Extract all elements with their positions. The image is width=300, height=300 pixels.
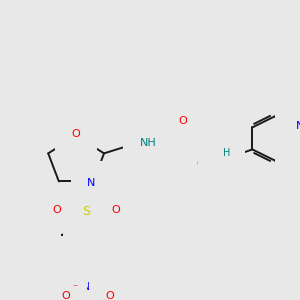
Text: ⁻: ⁻ [73,284,78,293]
Text: N: N [296,121,300,131]
Text: N: N [82,282,90,292]
Text: O: O [196,159,205,169]
Text: N: N [87,178,96,188]
Text: +: + [89,278,96,287]
Text: O: O [52,205,61,215]
Text: O: O [61,291,70,300]
Text: O: O [72,129,80,140]
Text: N: N [214,143,223,153]
Text: NH: NH [140,138,156,148]
Text: O: O [106,291,114,300]
Text: O: O [111,205,120,215]
Text: O: O [178,116,187,126]
Text: S: S [82,205,90,218]
Text: H: H [223,148,231,158]
